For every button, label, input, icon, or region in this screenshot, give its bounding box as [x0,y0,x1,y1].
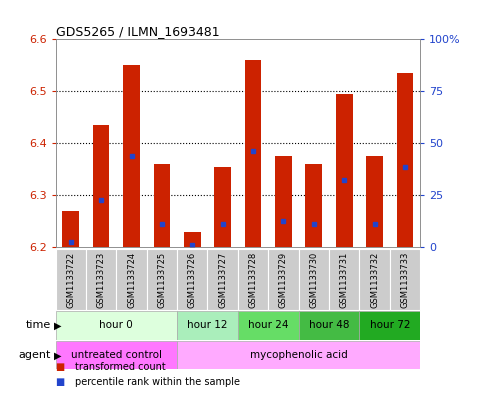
Bar [329,249,359,310]
Text: hour 24: hour 24 [248,320,288,331]
Text: mycophenolic acid: mycophenolic acid [250,350,348,360]
Text: hour 0: hour 0 [99,320,133,331]
Bar [359,311,420,340]
Bar [268,249,298,310]
Bar [116,249,147,310]
Bar [397,73,413,247]
Bar [298,249,329,310]
Bar [56,311,177,340]
Text: agent: agent [18,350,51,360]
Bar [298,311,359,340]
Text: ▶: ▶ [54,320,62,331]
Text: GSM1133726: GSM1133726 [188,252,197,308]
Text: ■: ■ [56,377,65,387]
Text: ■: ■ [56,362,65,373]
Text: hour 72: hour 72 [369,320,410,331]
Bar [177,249,208,310]
Bar [93,125,110,247]
Text: transformed count: transformed count [75,362,166,373]
Bar [62,211,79,247]
Bar [336,94,353,247]
Text: GSM1133725: GSM1133725 [157,252,167,308]
Bar [86,249,116,310]
Bar [366,156,383,247]
Bar [238,249,268,310]
Bar [245,60,261,247]
Bar [275,156,292,247]
Text: hour 48: hour 48 [309,320,349,331]
Bar [56,341,177,369]
Text: GSM1133727: GSM1133727 [218,252,227,308]
Text: GSM1133732: GSM1133732 [370,252,379,308]
Text: hour 12: hour 12 [187,320,228,331]
Bar [177,311,238,340]
Text: GSM1133729: GSM1133729 [279,252,288,308]
Bar [177,341,420,369]
Bar [184,231,200,247]
Bar [390,249,420,310]
Bar [305,164,322,247]
Text: GSM1133723: GSM1133723 [97,252,106,308]
Bar [359,249,390,310]
Text: GSM1133728: GSM1133728 [249,252,257,308]
Text: GSM1133724: GSM1133724 [127,252,136,308]
Text: GSM1133733: GSM1133733 [400,252,410,308]
Bar [123,65,140,247]
Text: GSM1133730: GSM1133730 [309,252,318,308]
Bar [56,249,86,310]
Text: GSM1133722: GSM1133722 [66,252,75,308]
Bar [238,311,298,340]
Text: GDS5265 / ILMN_1693481: GDS5265 / ILMN_1693481 [56,25,219,38]
Bar [208,249,238,310]
Text: time: time [26,320,51,331]
Bar [147,249,177,310]
Text: untreated control: untreated control [71,350,162,360]
Text: GSM1133731: GSM1133731 [340,252,349,308]
Text: percentile rank within the sample: percentile rank within the sample [75,377,240,387]
Text: ▶: ▶ [54,350,62,360]
Bar [214,167,231,247]
Bar [154,164,170,247]
